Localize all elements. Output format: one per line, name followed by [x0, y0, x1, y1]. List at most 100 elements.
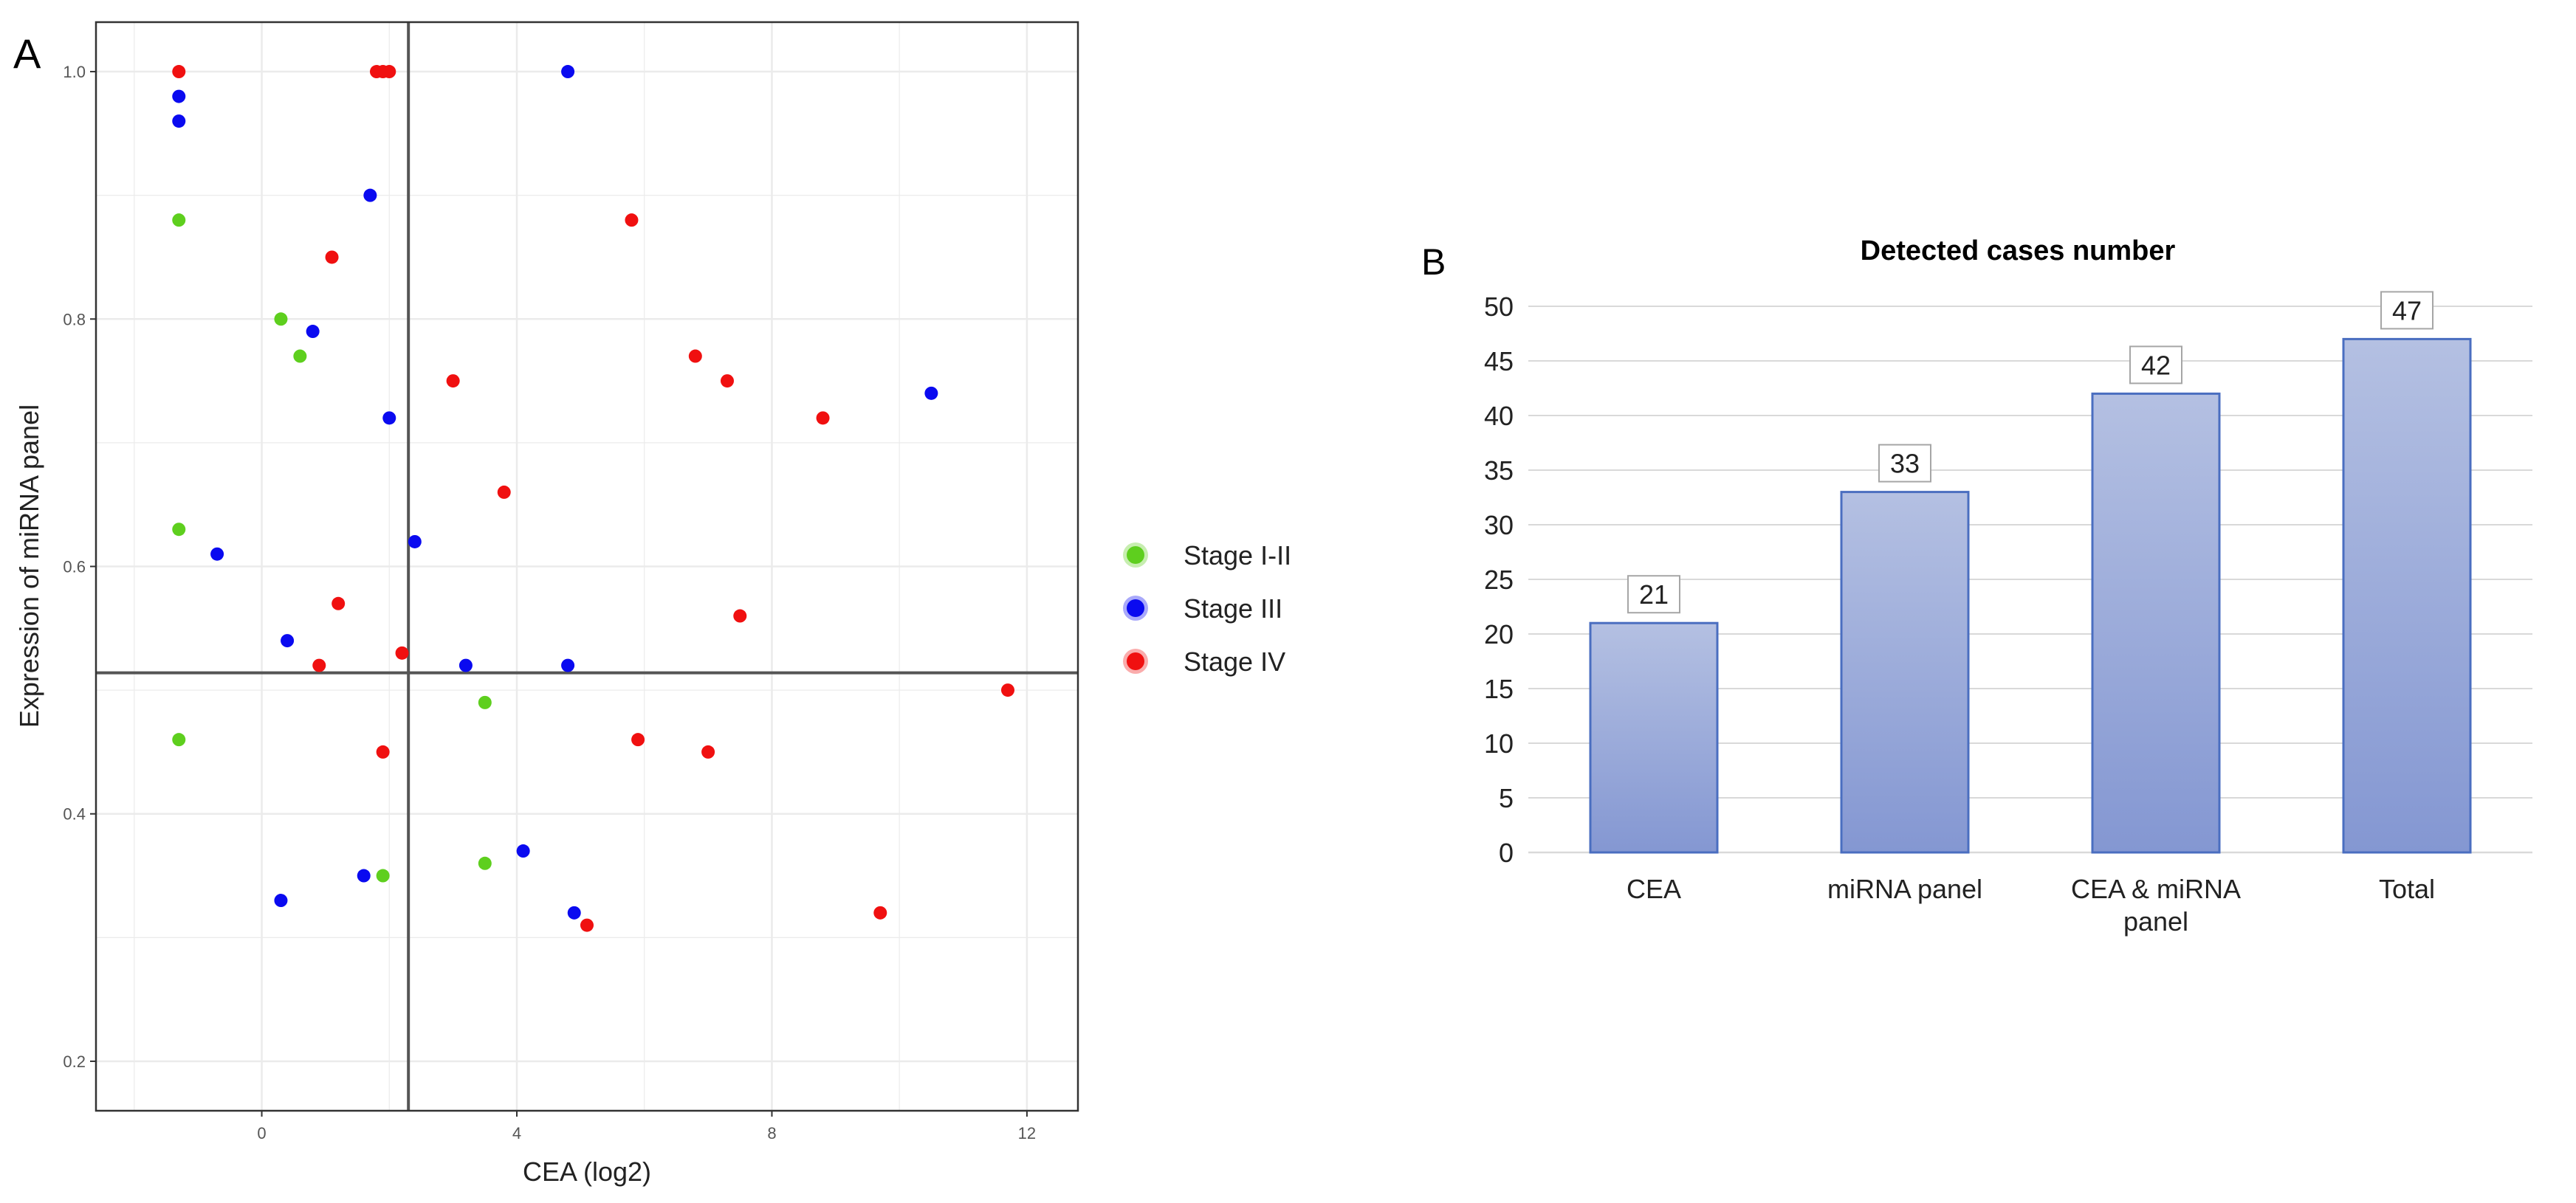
bar-chart-title: Detected cases number [1861, 235, 2176, 266]
scatter-point [395, 646, 409, 660]
legend-marker [1127, 652, 1144, 670]
bar-series [1589, 337, 2472, 854]
scatter-point [172, 733, 186, 747]
bar-data-label-box [2129, 345, 2182, 385]
scatter-point [363, 188, 377, 202]
scatter-x-tick-label: 4 [512, 1124, 521, 1142]
scatter-point [924, 386, 938, 400]
bar-y-tick-label: 15 [1484, 674, 1514, 704]
bar-y-tick-label: 0 [1499, 838, 1514, 868]
scatter-point [446, 374, 460, 388]
bar-x-tick-label: miRNA panel [1827, 874, 1982, 904]
scatter-y-tick-label: 1.0 [63, 63, 86, 81]
panel-b-label: B [1421, 241, 1446, 283]
scatter-x-tick-label: 0 [257, 1124, 266, 1142]
scatter-points [172, 65, 1014, 932]
scatter-point [688, 349, 702, 363]
bar-x-tick-label: panel [2123, 906, 2188, 937]
bar-y-tick-label: 50 [1484, 292, 1514, 322]
bar-x-tick-label: CEA [1627, 874, 1681, 904]
legend-label: Stage IV [1184, 647, 1285, 677]
bar [2342, 337, 2472, 854]
bar-y-tick-label: 40 [1484, 401, 1514, 431]
bar-data-label-box [2380, 291, 2434, 330]
scatter-point [376, 745, 390, 759]
scatter-point [312, 658, 326, 672]
bar-y-tick-label: 45 [1484, 346, 1514, 376]
scatter-point [516, 844, 530, 858]
scatter-y-tick-label: 0.8 [63, 310, 86, 328]
scatter-point [625, 213, 639, 227]
scatter-point [172, 213, 186, 227]
scatter-y-axis-label: Expression of miRNA panel [14, 404, 44, 728]
bar [1840, 491, 1970, 854]
legend-label: Stage I-II [1184, 540, 1291, 571]
scatter-point [332, 596, 346, 610]
scatter-point [376, 869, 390, 883]
scatter-y-tick-label: 0.2 [63, 1052, 86, 1071]
scatter-point [497, 485, 511, 499]
legend-label: Stage III [1184, 593, 1282, 624]
scatter-point [816, 411, 830, 425]
scatter-point [274, 312, 288, 326]
bar-y-ticks: 0 5 10 15 20 25 30 35 40 45 50 [1484, 292, 1514, 868]
scatter-y-tick-label: 0.4 [63, 805, 86, 824]
scatter-point [172, 523, 186, 537]
scatter-point [210, 547, 224, 561]
scatter-y-tick-label: 0.6 [63, 558, 86, 576]
legend-marker [1127, 546, 1144, 564]
scatter-chart: 0 4 8 12 0.2 0.4 0.6 0.8 1.0 CEA (log2) Express… [14, 21, 1291, 1187]
bar-data-labels: 21 33 42 47 [1627, 291, 2434, 614]
scatter-point [172, 89, 186, 103]
scatter-point [458, 658, 473, 672]
scatter-point [567, 906, 581, 920]
bar-chart: Detected cases number 0 5 10 15 20 25 30 35 40 45… [1484, 235, 2532, 937]
scatter-point [408, 534, 422, 548]
scatter-point [357, 869, 371, 883]
scatter-point [478, 856, 492, 870]
panel-a-label: A [13, 30, 41, 77]
scatter-point [873, 906, 887, 920]
bar-y-tick-label: 30 [1484, 510, 1514, 540]
scatter-point [631, 733, 645, 747]
bar-data-label-box [1627, 575, 1680, 614]
scatter-y-ticks: 0.2 0.4 0.6 0.8 1.0 [63, 63, 96, 1071]
scatter-point [382, 65, 396, 79]
scatter-point [701, 745, 715, 759]
scatter-x-ticks: 0 4 8 12 [257, 1111, 1036, 1142]
scatter-x-tick-label: 8 [767, 1124, 776, 1142]
scatter-x-tick-label: 12 [1018, 1124, 1036, 1142]
bar-data-label: 47 [2392, 295, 2422, 325]
scatter-legend: Stage I-II Stage III Stage IV [1123, 540, 1291, 677]
scatter-x-axis-label: CEA (log2) [523, 1157, 651, 1187]
bar-y-tick-label: 20 [1484, 619, 1514, 649]
scatter-point [721, 374, 734, 388]
bar-y-tick-label: 35 [1484, 455, 1514, 486]
bar-y-tick-label: 10 [1484, 728, 1514, 759]
scatter-point [561, 658, 575, 672]
bar-y-tick-label: 25 [1484, 565, 1514, 595]
scatter-point [306, 325, 320, 339]
scatter-point [478, 695, 492, 709]
bar-x-tick-label: Total [2379, 874, 2435, 904]
bar-data-label: 42 [2141, 350, 2171, 380]
scatter-point [325, 250, 339, 264]
scatter-point [561, 65, 575, 79]
scatter-point [1001, 683, 1014, 697]
scatter-gridlines [96, 22, 1078, 1111]
bar-data-label-box [1878, 444, 1931, 483]
scatter-point [281, 634, 295, 648]
scatter-point [382, 411, 396, 425]
scatter-point [172, 65, 186, 79]
scatter-point [733, 609, 747, 623]
bar-data-label: 21 [1639, 579, 1669, 610]
bar-y-tick-label: 5 [1499, 783, 1514, 813]
legend-marker [1127, 599, 1144, 617]
scatter-point [274, 894, 288, 908]
bar-x-tick-label: CEA & miRNA [2071, 874, 2241, 904]
bar-data-label: 33 [1890, 449, 1920, 479]
scatter-point [293, 349, 307, 363]
bar [1589, 621, 1719, 854]
